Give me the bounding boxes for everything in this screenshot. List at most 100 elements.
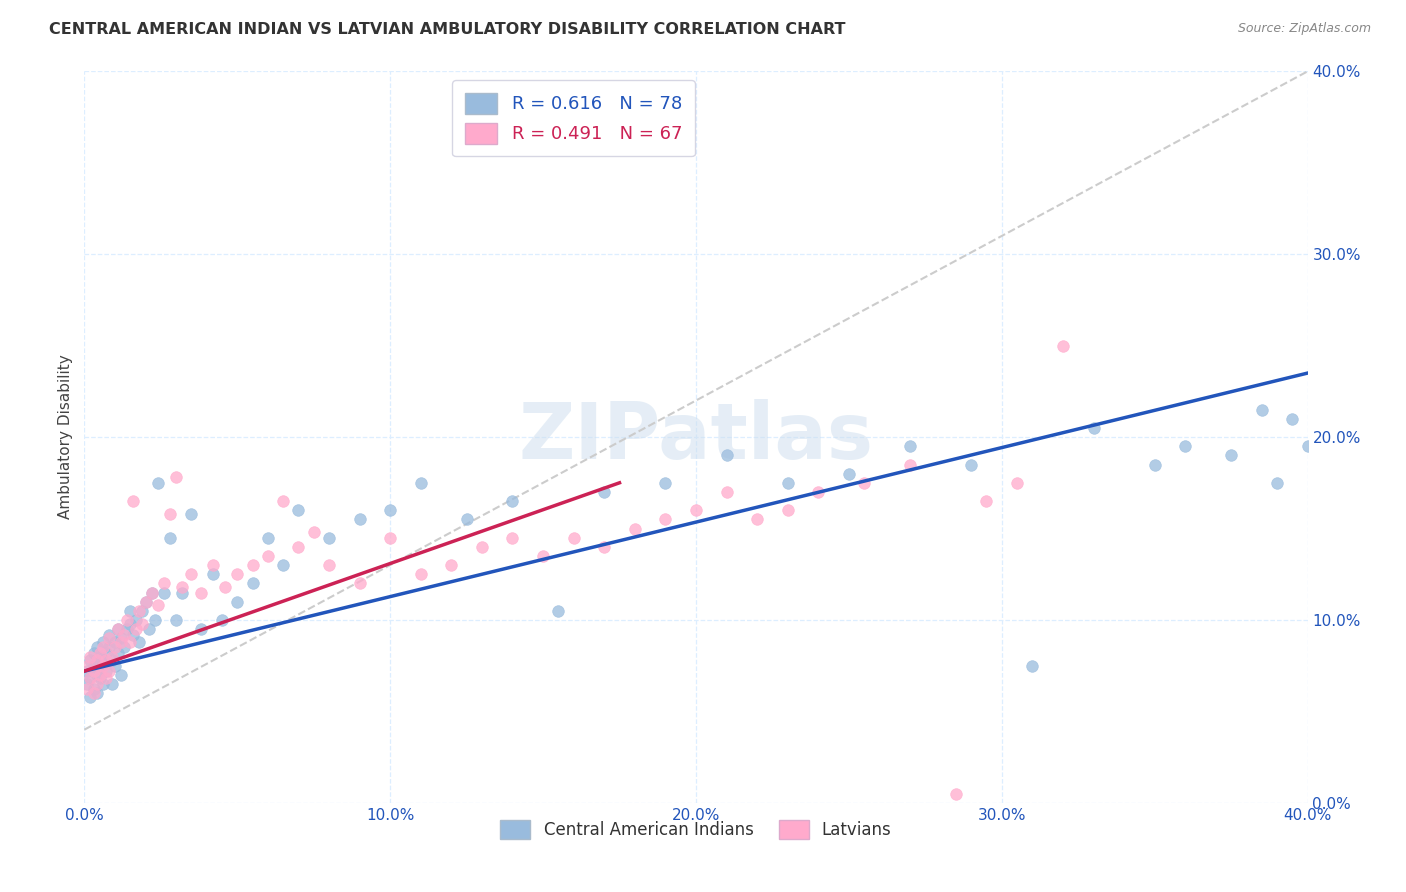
- Point: [180, 507, 202, 521]
- Point: [302, 525, 325, 540]
- Point: [349, 512, 371, 526]
- Point: [716, 485, 738, 500]
- Point: [131, 616, 153, 631]
- Point: [153, 576, 176, 591]
- Point: [1265, 475, 1288, 490]
- Point: [112, 627, 135, 641]
- Point: [440, 558, 463, 573]
- Point: [79, 653, 101, 667]
- Point: [242, 576, 264, 591]
- Point: [349, 576, 371, 591]
- Point: [125, 622, 148, 636]
- Point: [107, 622, 129, 636]
- Point: [97, 627, 120, 641]
- Point: [214, 580, 236, 594]
- Point: [83, 664, 105, 678]
- Point: [201, 558, 224, 573]
- Point: [547, 604, 569, 618]
- Text: ZIPatlas: ZIPatlas: [519, 399, 873, 475]
- Point: [120, 616, 142, 631]
- Point: [747, 512, 769, 526]
- Point: [138, 622, 160, 636]
- Point: [409, 567, 432, 582]
- Point: [257, 531, 280, 545]
- Point: [960, 458, 983, 472]
- Point: [380, 503, 402, 517]
- Point: [257, 549, 280, 563]
- Point: [122, 494, 145, 508]
- Point: [141, 585, 163, 599]
- Point: [107, 646, 129, 660]
- Point: [101, 653, 124, 667]
- Point: [271, 558, 294, 573]
- Point: [86, 667, 108, 681]
- Point: [79, 672, 101, 686]
- Point: [153, 585, 176, 599]
- Point: [654, 475, 676, 490]
- Point: [122, 627, 145, 641]
- Point: [91, 677, 114, 691]
- Point: [120, 604, 142, 618]
- Point: [287, 503, 309, 517]
- Point: [271, 494, 294, 508]
- Point: [1052, 338, 1074, 352]
- Point: [945, 787, 967, 801]
- Point: [624, 521, 647, 535]
- Point: [89, 667, 111, 681]
- Point: [125, 613, 148, 627]
- Point: [97, 632, 120, 646]
- Point: [94, 672, 117, 686]
- Point: [89, 649, 111, 664]
- Point: [471, 540, 494, 554]
- Point: [115, 613, 138, 627]
- Point: [107, 622, 129, 636]
- Point: [91, 635, 114, 649]
- Point: [1220, 448, 1243, 462]
- Point: [1296, 439, 1319, 453]
- Point: [562, 531, 585, 545]
- Point: [115, 622, 138, 636]
- Point: [94, 664, 117, 678]
- Point: [287, 540, 309, 554]
- Point: [409, 475, 432, 490]
- Point: [165, 613, 187, 627]
- Point: [531, 549, 554, 563]
- Point: [91, 653, 114, 667]
- Point: [86, 677, 108, 691]
- Point: [110, 635, 132, 649]
- Point: [380, 531, 402, 545]
- Point: [242, 558, 264, 573]
- Point: [104, 635, 127, 649]
- Point: [838, 467, 860, 481]
- Point: [89, 672, 111, 686]
- Point: [146, 599, 169, 613]
- Point: [83, 658, 105, 673]
- Point: [502, 494, 524, 508]
- Point: [201, 567, 224, 582]
- Point: [898, 458, 921, 472]
- Point: [211, 613, 233, 627]
- Point: [165, 470, 187, 484]
- Point: [1174, 439, 1197, 453]
- Point: [135, 594, 157, 608]
- Point: [318, 558, 340, 573]
- Point: [685, 503, 707, 517]
- Point: [226, 567, 249, 582]
- Point: [79, 672, 101, 686]
- Point: [1250, 402, 1272, 417]
- Point: [79, 649, 101, 664]
- Point: [593, 540, 616, 554]
- Point: [146, 475, 169, 490]
- Point: [159, 531, 181, 545]
- Legend: Central American Indians, Latvians: Central American Indians, Latvians: [494, 814, 898, 846]
- Point: [716, 448, 738, 462]
- Point: [1143, 458, 1166, 472]
- Point: [226, 594, 249, 608]
- Point: [101, 649, 124, 664]
- Point: [1021, 658, 1043, 673]
- Point: [776, 503, 799, 517]
- Point: [110, 632, 132, 646]
- Point: [97, 640, 120, 655]
- Text: CENTRAL AMERICAN INDIAN VS LATVIAN AMBULATORY DISABILITY CORRELATION CHART: CENTRAL AMERICAN INDIAN VS LATVIAN AMBUL…: [49, 22, 846, 37]
- Point: [128, 604, 150, 618]
